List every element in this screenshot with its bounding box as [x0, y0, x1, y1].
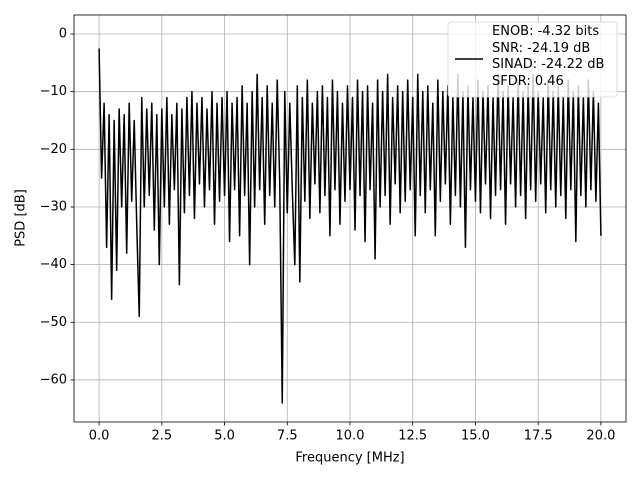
y-axis-label: PSD [dB] — [14, 189, 29, 247]
data-line — [98, 48, 602, 404]
x-tick-label: 2.5 — [151, 429, 172, 444]
y-tick-label: −40 — [40, 257, 67, 272]
x-tick-label: 17.5 — [524, 429, 553, 444]
x-tick-label: 5.0 — [214, 429, 235, 444]
x-tick-label: 7.5 — [277, 429, 298, 444]
legend-label: ENOB: -4.32 bits SNR: -24.19 dB SINAD: -… — [492, 24, 605, 89]
legend-box — [447, 21, 618, 98]
y-tick-label: −10 — [40, 84, 67, 99]
y-tick-label: −60 — [40, 372, 67, 387]
y-tick-label: −20 — [40, 142, 67, 157]
y-tick-label: −30 — [40, 199, 67, 214]
plot-frame — [73, 14, 627, 423]
y-tick-label: −50 — [40, 315, 67, 330]
x-axis-label: Frequency [MHz] — [295, 451, 404, 466]
x-tick-label: 0.0 — [89, 429, 110, 444]
x-tick-label: 20.0 — [586, 429, 615, 444]
y-tick-label: 0 — [59, 27, 67, 42]
x-tick-label: 12.5 — [398, 429, 427, 444]
x-tick-label: 10.0 — [336, 429, 365, 444]
x-tick-label: 15.0 — [461, 429, 490, 444]
